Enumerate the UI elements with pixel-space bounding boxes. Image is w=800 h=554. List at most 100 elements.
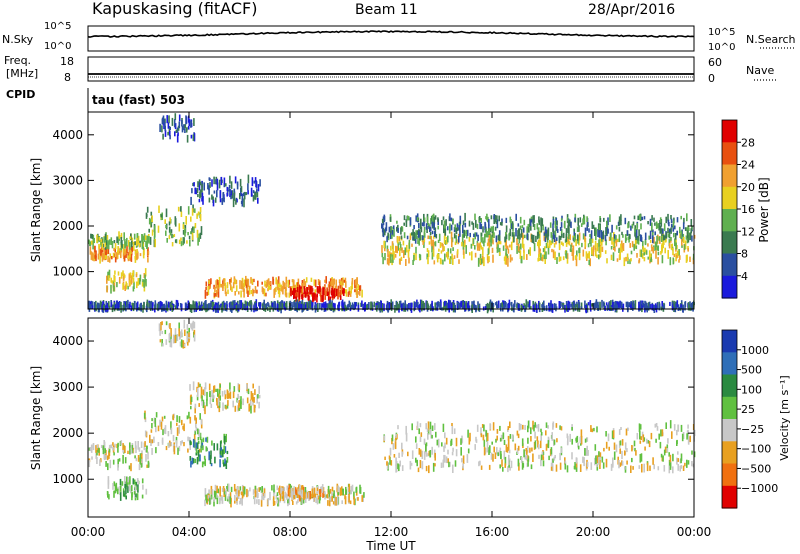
echo-cell: [651, 246, 653, 252]
echo-cell: [401, 442, 403, 450]
echo-cell: [489, 301, 491, 309]
echo-cell: [508, 454, 510, 460]
echo-cell: [594, 227, 596, 236]
echo-cell: [171, 302, 173, 307]
echo-cell: [579, 217, 582, 223]
echo-cell: [537, 241, 539, 247]
echo-cell: [291, 290, 294, 295]
echo-cell: [525, 299, 528, 308]
echo-cell: [216, 178, 219, 185]
echo-cell: [125, 249, 127, 256]
echo-cell: [598, 244, 601, 253]
echo-cell: [642, 246, 644, 252]
echo-cell: [149, 236, 152, 245]
echo-cell: [106, 275, 108, 284]
echo-cell: [293, 288, 296, 298]
echo-cell: [104, 233, 107, 240]
echo-cell: [441, 242, 443, 247]
echo-cell: [403, 215, 406, 221]
y-tick-label: 1000: [52, 472, 83, 486]
echo-cell: [296, 493, 298, 498]
echo-cell: [104, 448, 106, 454]
echo-cell: [175, 302, 178, 307]
echo-cell: [599, 456, 601, 462]
echo-cell: [99, 459, 101, 466]
echo-cell: [655, 250, 657, 259]
echo-cell: [396, 305, 399, 311]
echo-cell: [461, 241, 463, 247]
echo-cell: [568, 241, 571, 246]
echo-cell: [669, 301, 671, 306]
echo-cell: [135, 493, 137, 498]
echo-cell: [644, 446, 646, 451]
echo-cell: [130, 254, 133, 262]
echo-cell: [429, 421, 432, 430]
echo-cell: [314, 303, 317, 313]
echo-cell: [552, 223, 554, 232]
echo-cell: [206, 291, 208, 296]
echo-cell: [187, 206, 190, 215]
echo-cell: [169, 440, 171, 447]
echo-cell: [111, 256, 113, 260]
echo-cell: [316, 294, 318, 303]
echo-cell: [305, 302, 307, 307]
echo-cell: [222, 449, 224, 458]
echo-cell: [195, 423, 197, 428]
echo-cell: [439, 242, 442, 248]
echo-cell: [595, 248, 597, 257]
power-colorbar-label: Power [dB]: [757, 177, 771, 242]
echo-cell: [211, 301, 214, 311]
echo-cell: [523, 303, 525, 308]
echo-cell: [509, 244, 511, 248]
echo-cell: [451, 423, 453, 426]
echo-cell: [215, 289, 218, 297]
echo-cell: [509, 421, 511, 428]
echo-cell: [659, 441, 662, 449]
echo-cell: [155, 426, 157, 433]
echo-cell: [455, 230, 458, 235]
echo-cell: [640, 237, 643, 242]
echo-cell: [196, 213, 198, 219]
echo-cell: [261, 286, 264, 293]
x-tick-label: 12:00: [374, 525, 409, 539]
echo-cell: [217, 388, 219, 397]
echo-cell: [129, 253, 131, 258]
echo-cell: [229, 382, 231, 391]
echo-cell: [434, 463, 436, 467]
echo-cell: [168, 333, 171, 342]
echo-cell: [351, 302, 354, 308]
echo-cell: [559, 452, 561, 461]
echo-cell: [214, 286, 216, 293]
echo-cell: [303, 286, 306, 294]
echo-cell: [598, 239, 600, 247]
echo-cell: [632, 300, 635, 308]
echo-cell: [399, 244, 402, 251]
echo-cell: [205, 437, 207, 442]
echo-cell: [423, 226, 426, 233]
echo-cell: [641, 463, 643, 473]
echo-cell: [452, 218, 454, 223]
echo-cell: [205, 281, 208, 287]
echo-cell: [392, 443, 395, 450]
power-panel: [88, 113, 696, 314]
echo-cell: [670, 218, 673, 224]
echo-cell: [180, 211, 183, 217]
echo-cell: [197, 237, 199, 246]
echo-cell: [555, 303, 557, 312]
echo-cell: [431, 302, 433, 309]
echo-cell: [227, 289, 229, 295]
echo-cell: [190, 405, 192, 410]
echo-cell: [327, 291, 330, 296]
echo-cell: [201, 197, 203, 202]
echo-cell: [527, 303, 530, 308]
echo-cell: [100, 248, 102, 256]
echo-cell: [240, 200, 243, 205]
echo-cell: [204, 289, 207, 299]
echo-cell: [545, 430, 547, 436]
echo-cell: [452, 304, 455, 313]
echo-cell: [575, 255, 577, 259]
echo-cell: [200, 226, 203, 236]
echo-cell: [120, 250, 122, 259]
echo-cell: [198, 233, 200, 242]
echo-cell: [223, 278, 225, 286]
